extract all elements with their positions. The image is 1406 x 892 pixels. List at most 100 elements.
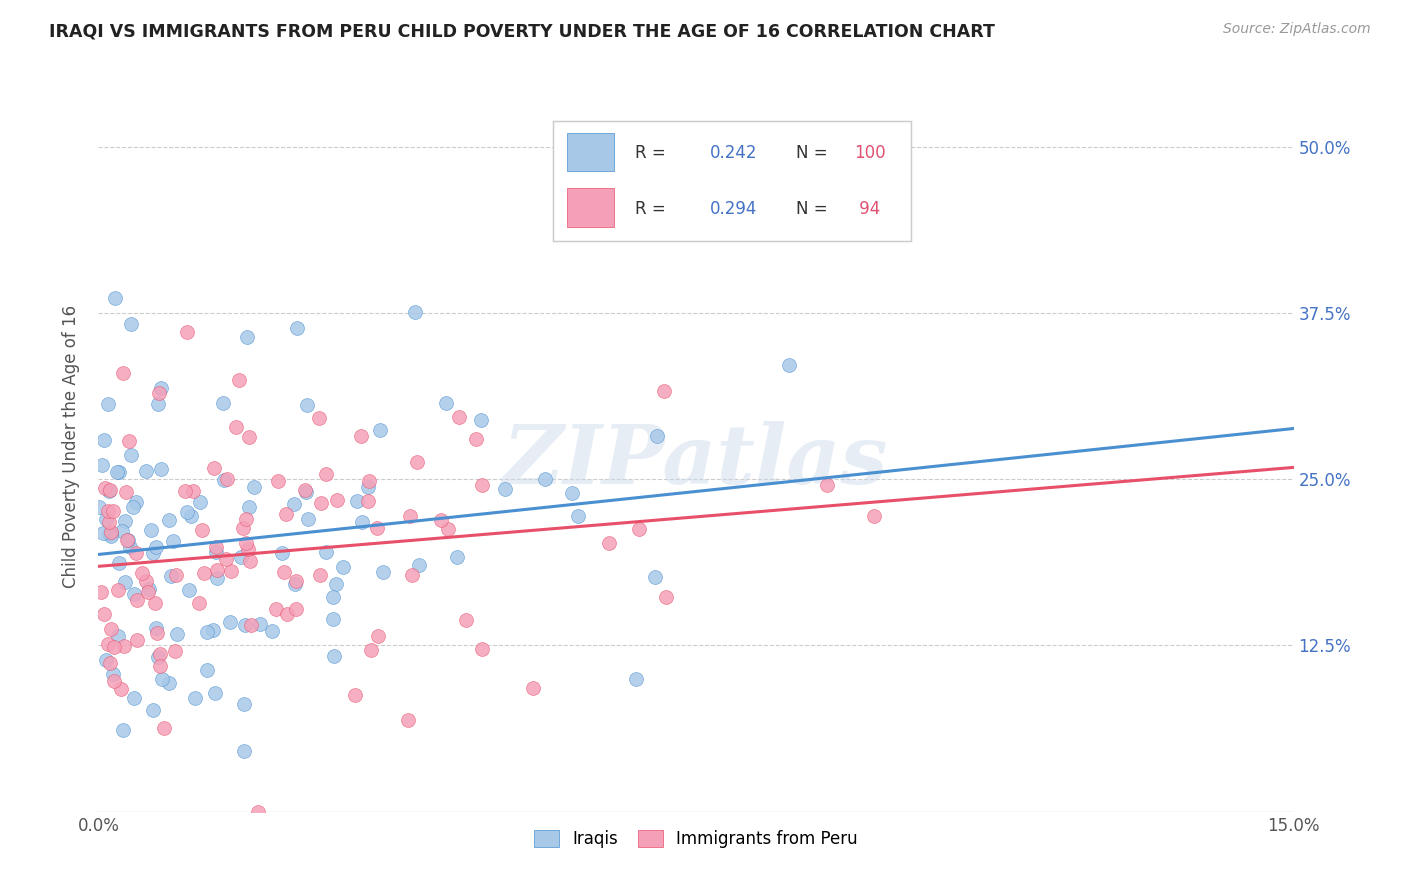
FancyBboxPatch shape bbox=[567, 188, 613, 227]
Point bbox=[103, 666, 125, 681]
Point bbox=[176, 326, 198, 340]
Text: N =: N = bbox=[796, 145, 834, 162]
Text: R =: R = bbox=[636, 200, 671, 218]
Point bbox=[107, 465, 129, 479]
Point bbox=[249, 616, 271, 631]
Point bbox=[125, 632, 148, 647]
Point bbox=[149, 647, 172, 661]
FancyBboxPatch shape bbox=[567, 133, 613, 171]
Point bbox=[357, 480, 380, 494]
Point bbox=[193, 566, 215, 580]
Point bbox=[235, 511, 257, 525]
Point bbox=[91, 525, 114, 540]
Point bbox=[401, 568, 423, 582]
Point bbox=[176, 505, 198, 519]
Point bbox=[111, 366, 134, 380]
Point bbox=[350, 429, 373, 443]
Point bbox=[100, 525, 122, 540]
Point bbox=[276, 607, 298, 622]
Point bbox=[238, 430, 260, 444]
Point bbox=[120, 448, 142, 462]
Point bbox=[284, 602, 307, 616]
Point bbox=[236, 330, 259, 344]
Point bbox=[267, 474, 290, 488]
Point bbox=[100, 526, 122, 541]
Point bbox=[90, 458, 112, 472]
Point bbox=[239, 617, 262, 632]
Point bbox=[145, 621, 167, 635]
Point bbox=[357, 494, 380, 508]
Point bbox=[103, 503, 125, 517]
Point bbox=[294, 483, 316, 497]
Point bbox=[399, 508, 422, 523]
Point bbox=[217, 472, 239, 486]
Point bbox=[204, 540, 226, 554]
Point bbox=[447, 409, 470, 424]
Point bbox=[232, 521, 254, 535]
Point bbox=[122, 500, 145, 514]
Point bbox=[150, 381, 173, 395]
Point bbox=[366, 521, 388, 535]
Point bbox=[104, 291, 127, 305]
Point bbox=[202, 460, 225, 475]
Point bbox=[146, 397, 169, 411]
Point bbox=[183, 483, 205, 498]
Point bbox=[135, 464, 157, 478]
Point bbox=[434, 396, 457, 410]
Point bbox=[157, 513, 180, 527]
Point bbox=[111, 524, 134, 539]
Point bbox=[97, 484, 120, 499]
Point bbox=[332, 560, 354, 574]
Point bbox=[652, 384, 675, 399]
Point bbox=[139, 523, 162, 537]
Point bbox=[131, 566, 153, 580]
Text: 0.294: 0.294 bbox=[710, 200, 758, 218]
Point bbox=[188, 495, 211, 509]
Point bbox=[146, 650, 169, 665]
Point bbox=[235, 536, 257, 550]
Point bbox=[195, 625, 218, 640]
Point bbox=[136, 585, 159, 599]
Point bbox=[152, 673, 174, 687]
Point bbox=[346, 493, 368, 508]
Point bbox=[522, 681, 544, 695]
Point bbox=[471, 641, 494, 656]
Point bbox=[368, 423, 391, 437]
Point bbox=[260, 624, 283, 639]
Point bbox=[163, 643, 186, 657]
Point bbox=[105, 465, 128, 479]
Point bbox=[862, 509, 884, 524]
Text: Source: ZipAtlas.com: Source: ZipAtlas.com bbox=[1223, 22, 1371, 37]
Point bbox=[97, 637, 120, 651]
Point bbox=[143, 596, 166, 610]
Point bbox=[297, 511, 319, 525]
Text: ZIPatlas: ZIPatlas bbox=[503, 421, 889, 500]
Point bbox=[115, 533, 138, 548]
Point bbox=[322, 590, 344, 604]
Point bbox=[127, 592, 149, 607]
Text: 94: 94 bbox=[853, 200, 880, 218]
Point bbox=[98, 656, 121, 670]
Point bbox=[231, 549, 253, 564]
Point bbox=[464, 432, 486, 446]
Point bbox=[204, 686, 226, 700]
Point bbox=[205, 545, 228, 559]
Point bbox=[103, 673, 125, 688]
Point bbox=[430, 513, 453, 527]
Point bbox=[404, 305, 426, 319]
Point bbox=[308, 410, 330, 425]
Point bbox=[283, 497, 305, 511]
Point bbox=[644, 569, 666, 583]
Point bbox=[202, 623, 225, 637]
Point bbox=[188, 596, 211, 610]
Point bbox=[110, 681, 132, 696]
Point bbox=[184, 690, 207, 705]
Point bbox=[114, 575, 136, 590]
Point bbox=[93, 607, 115, 621]
Point bbox=[97, 397, 120, 411]
Point bbox=[236, 542, 259, 557]
Point bbox=[225, 419, 247, 434]
Point bbox=[446, 550, 468, 565]
Point bbox=[111, 723, 134, 738]
Point bbox=[100, 529, 122, 543]
